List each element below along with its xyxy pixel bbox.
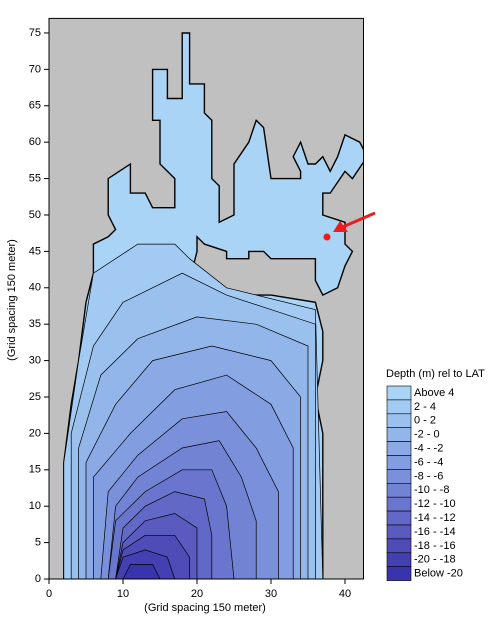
legend-swatch <box>386 469 412 484</box>
x-tick-label: 40 <box>339 588 351 600</box>
legend-swatch <box>386 441 412 456</box>
legend-swatch <box>386 496 412 512</box>
annotation-dot <box>323 233 331 241</box>
y-tick-label: 65 <box>29 100 41 112</box>
legend-label: -16 - -14 <box>414 526 456 538</box>
legend-swatch <box>386 399 412 415</box>
annotation-arrowhead <box>333 221 348 232</box>
y-tick-label: 70 <box>29 63 41 75</box>
y-tick-label: 45 <box>29 245 41 257</box>
y-tick-label: 55 <box>29 172 41 184</box>
legend-label: 2 - 4 <box>414 401 436 413</box>
y-tick-label: 20 <box>29 427 41 439</box>
legend-label: -14 - -12 <box>414 512 456 524</box>
legend-label: -10 - -8 <box>414 484 449 496</box>
legend-label: -8 - -6 <box>414 470 443 482</box>
legend-label: -18 - -16 <box>414 540 456 552</box>
plot-frame <box>48 17 364 580</box>
x-tick-label: 10 <box>117 588 129 600</box>
annotation-arrow <box>337 211 376 231</box>
x-tick-label: 20 <box>191 588 203 600</box>
legend-swatch <box>386 510 412 526</box>
legend-label: -4 - -2 <box>414 442 443 454</box>
depth-region <box>122 564 161 579</box>
y-tick-label: 10 <box>29 500 41 512</box>
y-tick-label: 0 <box>35 573 41 585</box>
legend-swatch <box>386 427 412 442</box>
legend-title: Depth (m) rel to LAT <box>386 368 485 380</box>
legend-swatch <box>386 413 412 428</box>
legend-label: -12 - -10 <box>414 498 456 510</box>
legend-label: -2 - 0 <box>414 429 440 441</box>
legend-label: -20 - -18 <box>414 554 456 566</box>
y-tick-label: 50 <box>29 209 41 221</box>
legend-swatch <box>386 538 412 554</box>
legend-label: 0 - 2 <box>414 415 436 427</box>
legend-swatch <box>386 385 412 401</box>
x-tick-label: 30 <box>265 588 277 600</box>
y-tick-label: 15 <box>29 464 41 476</box>
plot-area <box>48 17 364 580</box>
legend-swatch <box>386 566 412 581</box>
y-tick-label: 35 <box>29 318 41 330</box>
legend-label: Above 4 <box>414 387 454 399</box>
legend-label: Below -20 <box>414 568 463 580</box>
legend-swatch <box>386 455 412 470</box>
regions <box>63 32 364 579</box>
y-tick-label: 40 <box>29 282 41 294</box>
y-tick-label: 30 <box>29 354 41 366</box>
x-axis-label: (Grid spacing 150 meter) <box>144 602 266 614</box>
x-tick-label: 0 <box>46 588 52 600</box>
y-axis-label: (Grid spacing 150 meter) <box>6 239 18 361</box>
legend-swatch <box>386 552 412 567</box>
legend-label: -6 - -4 <box>414 456 443 468</box>
legend-swatch <box>386 482 412 498</box>
y-tick-label: 25 <box>29 391 41 403</box>
y-tick-label: 75 <box>29 27 41 39</box>
legend-swatch <box>386 524 412 540</box>
y-tick-label: 60 <box>29 136 41 148</box>
y-tick-label: 5 <box>35 537 41 549</box>
